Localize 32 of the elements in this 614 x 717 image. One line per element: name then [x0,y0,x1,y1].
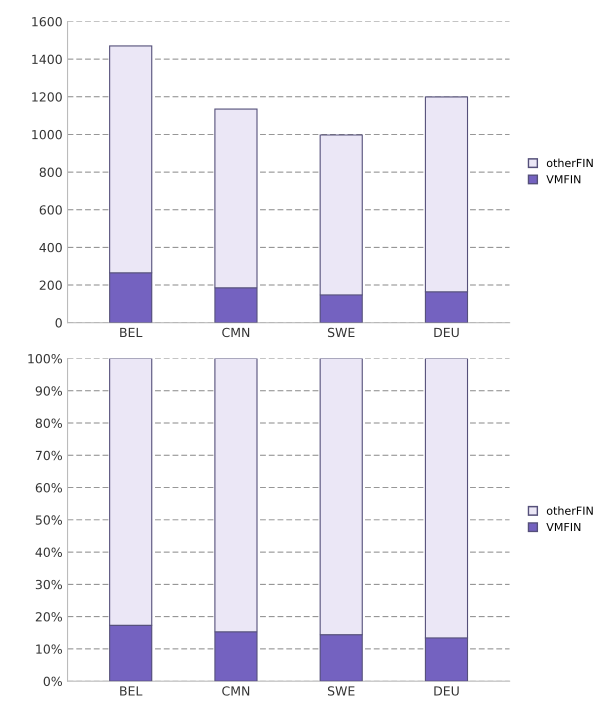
x-tick-label: SWE [328,686,355,696]
x-tick-label: CMN [222,686,250,696]
legend-label: VMFIN [546,522,580,532]
y-tick-label: 90% [36,386,62,396]
y-tick-label: 30% [36,580,62,590]
y-tick-label: 800 [40,168,62,178]
y-tick-label: 70% [36,450,62,460]
y-tick-label: 100% [28,354,62,364]
y-tick-label: 0% [44,676,62,686]
x-tick-label: BEL [120,328,142,338]
x-tick-label: DEU [434,328,459,338]
y-tick-label: 1600 [32,16,62,26]
y-tick-label: 40% [36,548,62,558]
x-tick-label: BEL [120,686,142,696]
x-tick-label: CMN [222,328,250,338]
x-tick-label: DEU [434,686,459,696]
y-tick-label: 1200 [32,92,62,102]
y-tick-label: 0 [56,318,62,328]
y-tick-label: 1000 [32,130,62,140]
y-tick-label: 400 [39,242,62,252]
y-tick-label: 60% [36,483,62,492]
legend-label: VMFIN [546,175,580,184]
y-tick-label: 600 [40,205,62,215]
x-tick-label: SWE [328,328,355,338]
y-tick-label: 10% [36,644,62,654]
legend-label: otherFIN [546,158,593,168]
legend-label: otherFIN [546,506,593,515]
y-tick-label: 80% [36,418,62,428]
y-tick-label: 20% [36,612,62,622]
y-tick-label: 200 [40,280,62,290]
y-tick-label: 50% [36,515,62,525]
y-tick-label: 1400 [32,54,62,64]
